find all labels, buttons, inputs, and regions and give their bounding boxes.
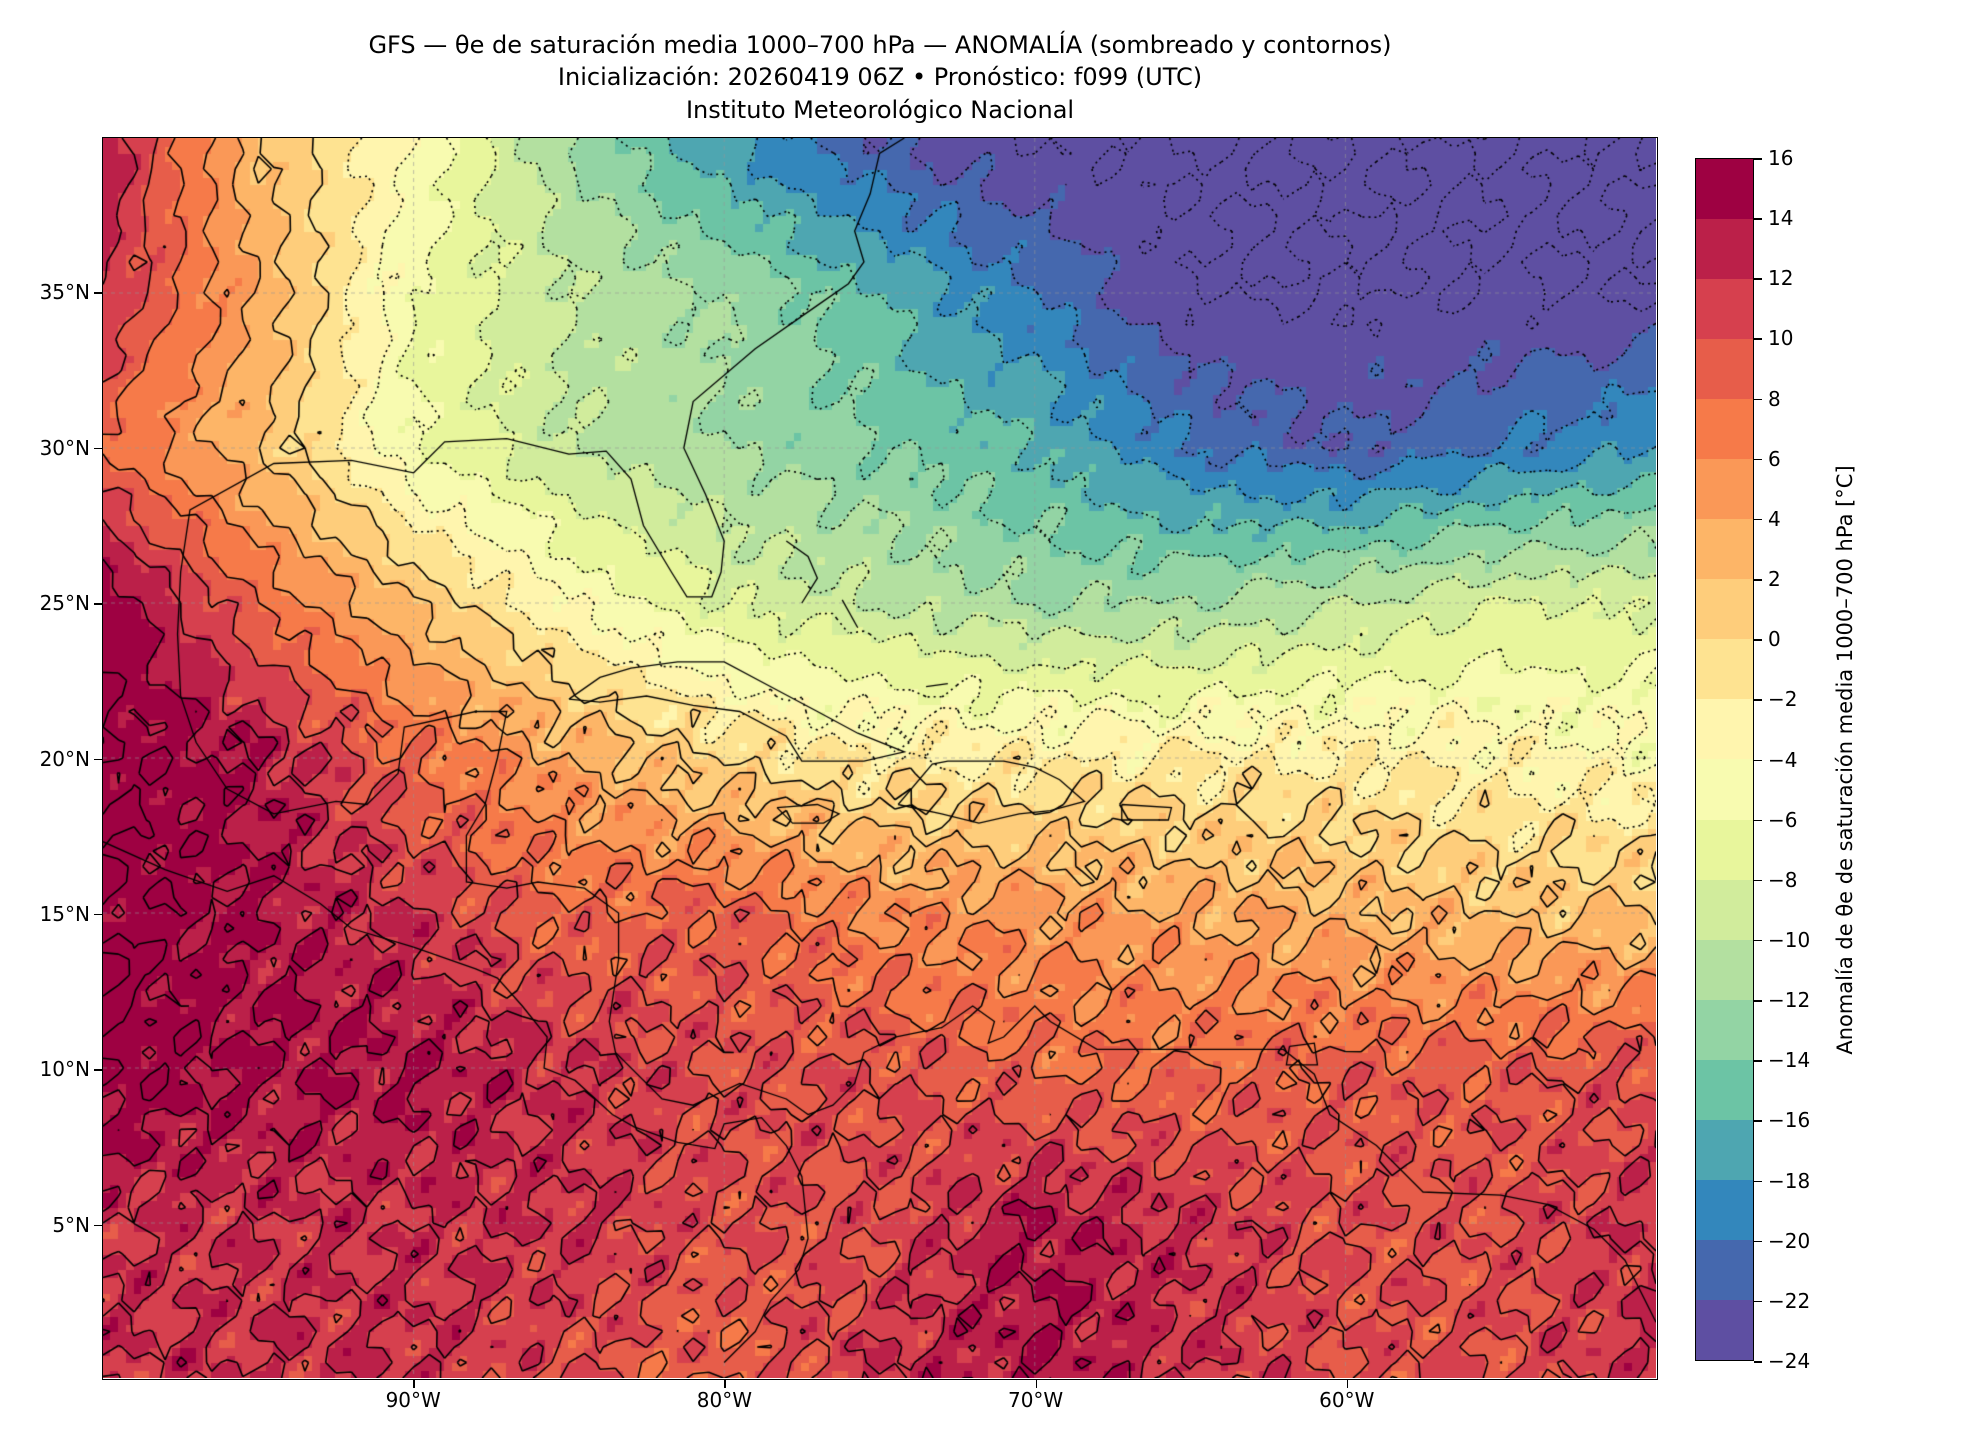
colorbar-tick-label: −14 [1768,1048,1811,1073]
colorbar-tick-label: −4 [1768,747,1798,772]
colorbar-tick-mark [1754,699,1762,701]
y-tick-mark [94,758,102,760]
y-tick-mark [94,292,102,294]
colorbar [1695,158,1754,1361]
y-tick-label: 20°N [39,746,90,771]
colorbar-segment [1696,819,1753,880]
colorbar-tick-mark [1754,1060,1762,1062]
anomaly-map-canvas [103,138,1656,1378]
colorbar-segment [1696,699,1753,760]
x-tick-label: 80°W [696,1388,753,1412]
colorbar-tick-mark [1754,518,1762,521]
colorbar-tick-label: −2 [1768,687,1798,712]
colorbar-tick-mark [1754,158,1762,160]
x-tick-label: 60°W [1319,1388,1375,1412]
colorbar-tick-label: −6 [1768,807,1798,832]
x-tick-label: 70°W [1007,1388,1064,1412]
colorbar-segment [1696,879,1753,940]
colorbar-tick-label: −10 [1768,927,1811,952]
chart-subtitle-init: Inicialización: 20260419 06Z • Pronóstic… [557,63,1203,91]
colorbar-segment [1696,219,1753,280]
colorbar-tick-label: −22 [1768,1288,1811,1313]
colorbar-tick-label: −12 [1768,988,1811,1013]
colorbar-tick-mark [1754,1240,1762,1243]
x-tick-mark [413,1380,415,1388]
colorbar-tick-label: 16 [1768,146,1794,170]
colorbar-tick-mark [1754,1000,1762,1002]
colorbar-segment [1696,159,1753,220]
colorbar-segment [1696,399,1753,460]
colorbar-tick-mark [1754,458,1762,461]
colorbar-tick-mark [1754,1180,1762,1183]
colorbar-tick-label: 4 [1768,506,1781,531]
colorbar-tick-mark [1754,218,1762,220]
colorbar-tick-label: 2 [1768,567,1781,592]
colorbar-segment [1696,639,1753,700]
y-tick-label: 25°N [39,591,90,616]
colorbar-tick-label: −24 [1768,1349,1811,1373]
colorbar-tick-mark [1754,1361,1762,1363]
colorbar-tick-label: 14 [1768,206,1794,231]
colorbar-tick-label: 8 [1768,386,1781,411]
colorbar-tick-label: −16 [1768,1108,1811,1133]
x-tick-mark [1346,1380,1349,1388]
colorbar-tick-mark [1754,879,1762,882]
colorbar-tick-label: 12 [1768,266,1794,291]
y-tick-label: 35°N [39,280,90,305]
colorbar-tick-label: 0 [1768,627,1781,652]
colorbar-segment [1696,279,1753,340]
x-tick-label: 90°W [385,1388,441,1412]
y-tick-label: 30°N [39,435,90,460]
y-tick-mark [94,1224,102,1227]
colorbar-tick-label: 6 [1768,446,1781,471]
map-plot-area [102,137,1658,1380]
colorbar-segment [1696,459,1753,520]
x-tick-mark [724,1380,726,1388]
colorbar-segment [1696,759,1753,820]
colorbar-segment [1696,1059,1753,1120]
colorbar-tick-label: −18 [1768,1168,1811,1193]
colorbar-segment [1696,339,1753,400]
y-tick-label: 15°N [39,901,90,926]
colorbar-tick-mark [1754,819,1762,822]
colorbar-tick-mark [1754,1300,1762,1303]
colorbar-segment [1696,519,1753,580]
colorbar-segment [1696,1119,1753,1180]
colorbar-tick-mark [1754,579,1762,581]
colorbar-tick-mark [1754,1120,1762,1122]
x-tick-mark [1035,1380,1038,1388]
y-tick-mark [94,447,102,450]
colorbar-tick-mark [1754,338,1762,340]
colorbar-segment [1696,579,1753,640]
colorbar-tick-mark [1754,759,1762,761]
y-tick-mark [94,603,102,605]
colorbar-label: Anomalía de θe de saturación media 1000–… [1833,465,1857,1055]
colorbar-tick-label: −8 [1768,867,1798,892]
chart-subtitle-institute: Instituto Meteorológico Nacional [685,96,1075,124]
colorbar-tick-label: 10 [1768,326,1794,351]
colorbar-tick-mark [1754,278,1762,280]
colorbar-tick-mark [1754,939,1762,942]
colorbar-tick-label: −20 [1768,1228,1811,1253]
y-tick-mark [94,1069,102,1071]
y-tick-mark [94,913,102,916]
colorbar-segment [1696,939,1753,1000]
colorbar-segment [1696,1239,1753,1300]
y-tick-label: 10°N [39,1057,90,1082]
colorbar-segment [1696,1179,1753,1240]
colorbar-segment [1696,1299,1753,1360]
colorbar-segment [1696,999,1753,1060]
colorbar-tick-mark [1754,639,1762,641]
colorbar-tick-mark [1754,398,1762,401]
chart-title: GFS — θe de saturación media 1000–700 hP… [368,31,1392,59]
y-tick-label: 5°N [52,1212,90,1237]
